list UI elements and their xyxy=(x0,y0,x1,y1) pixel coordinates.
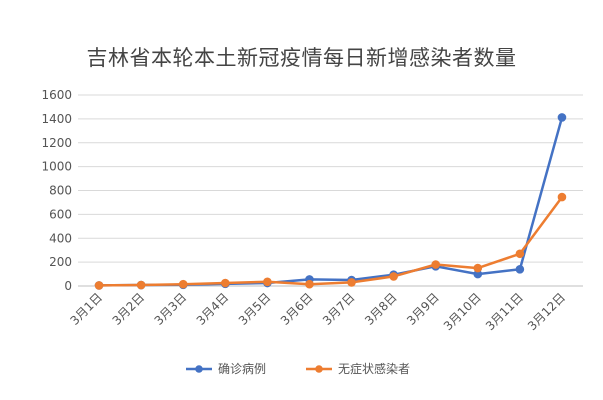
x-tick-label: 3月6日 xyxy=(278,290,316,328)
data-point xyxy=(94,281,104,290)
y-tick-label: 0 xyxy=(64,279,72,293)
x-tick-label: 3月10日 xyxy=(441,290,484,333)
legend-label: 确诊病例 xyxy=(218,361,266,376)
data-point xyxy=(136,280,146,290)
y-tick-label: 200 xyxy=(49,255,72,269)
data-point xyxy=(557,192,567,202)
x-tick-label: 3月3日 xyxy=(152,290,190,328)
y-tick-label: 400 xyxy=(49,231,72,245)
x-tick-label: 3月1日 xyxy=(67,290,105,328)
data-point xyxy=(515,264,525,274)
x-tick-label: 3月11日 xyxy=(483,290,526,333)
x-tick-label: 3月12日 xyxy=(525,290,568,333)
data-point xyxy=(515,249,525,259)
y-tick-label: 600 xyxy=(49,207,72,221)
data-point xyxy=(263,277,272,287)
series-line-2 xyxy=(98,196,564,287)
x-tick-label: 3月2日 xyxy=(110,290,148,328)
data-point xyxy=(178,279,188,289)
data-point xyxy=(347,278,356,287)
x-tick-label: 3月7日 xyxy=(320,290,358,328)
x-tick-label: 3月9日 xyxy=(404,290,442,328)
y-tick-label: 800 xyxy=(49,184,72,198)
chart-title: 吉林省本轮本土新冠疫情每日新增感染者数量 xyxy=(86,46,517,70)
y-tick-label: 1000 xyxy=(41,160,72,174)
data-point xyxy=(557,113,567,122)
data-point xyxy=(389,272,398,281)
data-point xyxy=(305,279,314,289)
y-tick-label: 1400 xyxy=(41,112,72,126)
data-point xyxy=(473,263,483,273)
y-tick-label: 1600 xyxy=(41,88,72,102)
x-tick-label: 3月8日 xyxy=(362,290,400,328)
data-point xyxy=(431,260,441,269)
x-tick-label: 3月4日 xyxy=(194,290,232,328)
data-point xyxy=(220,278,230,288)
x-tick-label: 3月5日 xyxy=(236,290,274,328)
legend-label: 无症状感染者 xyxy=(338,361,410,376)
legend-swatch-marker xyxy=(195,365,203,373)
legend-swatch-marker xyxy=(315,365,323,373)
y-tick-label: 1200 xyxy=(41,136,72,150)
